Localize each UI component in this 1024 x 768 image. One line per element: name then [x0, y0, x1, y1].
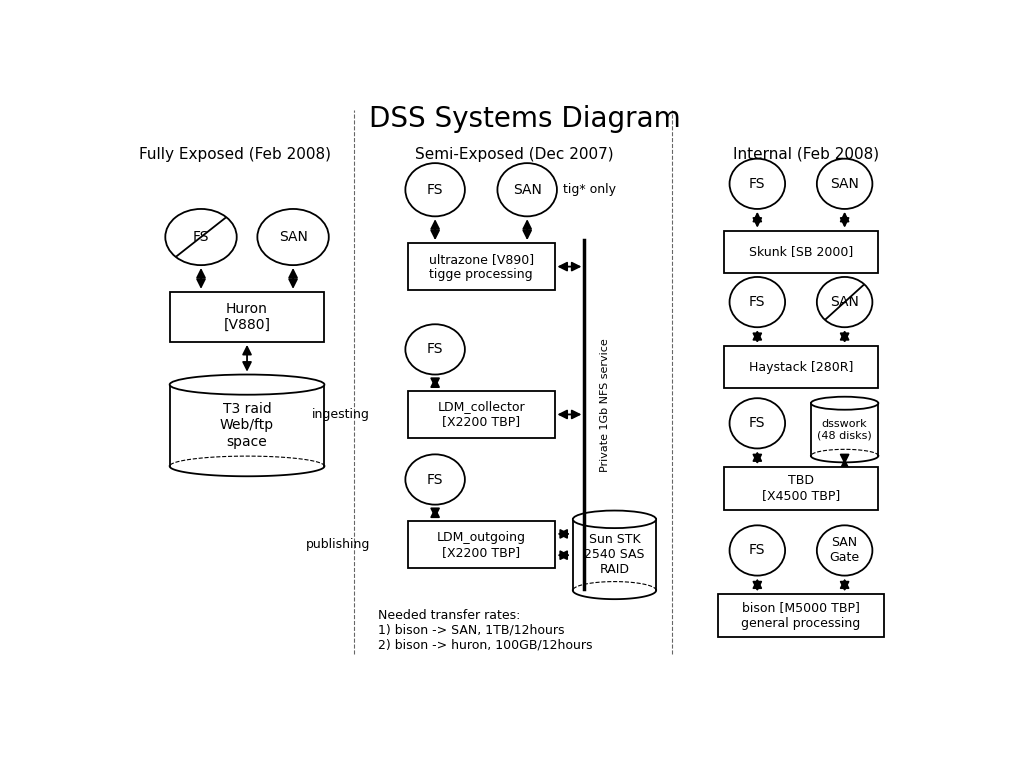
Text: Semi-Exposed (Dec 2007): Semi-Exposed (Dec 2007): [415, 147, 613, 162]
Ellipse shape: [170, 375, 325, 395]
Text: FS: FS: [427, 343, 443, 356]
Text: bison [M5000 TBP]
general processing: bison [M5000 TBP] general processing: [741, 601, 860, 630]
Bar: [724, 230, 879, 273]
Text: publishing: publishing: [306, 538, 370, 551]
Ellipse shape: [406, 324, 465, 375]
Ellipse shape: [572, 511, 656, 528]
Text: LDM_collector
[X2200 TBP]: LDM_collector [X2200 TBP]: [437, 400, 525, 429]
Ellipse shape: [729, 159, 785, 209]
Bar: [408, 243, 555, 290]
Bar: [724, 467, 879, 510]
Ellipse shape: [406, 455, 465, 505]
Ellipse shape: [817, 277, 872, 327]
Ellipse shape: [729, 525, 785, 575]
Text: DSS Systems Diagram: DSS Systems Diagram: [369, 104, 681, 133]
Text: Huron
[V880]: Huron [V880]: [223, 302, 270, 332]
Text: LDM_outgoing
[X2200 TBP]: LDM_outgoing [X2200 TBP]: [436, 531, 525, 558]
Ellipse shape: [165, 209, 237, 265]
Text: FS: FS: [750, 544, 766, 558]
Text: SAN: SAN: [830, 177, 859, 190]
Text: FS: FS: [750, 416, 766, 430]
Bar: [408, 391, 555, 438]
Text: Needed transfer rates:
1) bison -> SAN, 1TB/12hours
2) bison -> huron, 100GB/12h: Needed transfer rates: 1) bison -> SAN, …: [378, 609, 593, 652]
Bar: [408, 521, 555, 568]
Text: SAN
Gate: SAN Gate: [829, 537, 860, 564]
Bar: [572, 519, 656, 591]
Text: Sun STK
2540 SAS
RAID: Sun STK 2540 SAS RAID: [585, 533, 645, 576]
Bar: [170, 292, 325, 342]
Text: Skunk [SB 2000]: Skunk [SB 2000]: [749, 245, 853, 258]
Ellipse shape: [498, 163, 557, 217]
Text: FS: FS: [427, 183, 443, 197]
Bar: [170, 385, 325, 466]
Text: FS: FS: [750, 295, 766, 309]
Text: Internal (Feb 2008): Internal (Feb 2008): [733, 147, 880, 162]
Ellipse shape: [729, 398, 785, 449]
Text: TBD
[X4500 TBP]: TBD [X4500 TBP]: [762, 475, 840, 502]
Text: SAN: SAN: [279, 230, 307, 244]
Text: ultrazone [V890]
tigge processing: ultrazone [V890] tigge processing: [429, 253, 534, 280]
Text: SAN: SAN: [830, 295, 859, 309]
Text: SAN: SAN: [513, 183, 542, 197]
Text: Haystack [280R]: Haystack [280R]: [749, 361, 853, 374]
Ellipse shape: [817, 159, 872, 209]
Text: Private 1Gb NFS service: Private 1Gb NFS service: [600, 339, 610, 472]
Bar: [724, 346, 879, 389]
Ellipse shape: [257, 209, 329, 265]
Text: FS: FS: [750, 177, 766, 190]
Ellipse shape: [811, 397, 879, 409]
Text: ingesting: ingesting: [312, 408, 370, 421]
Text: dsswork
(48 disks): dsswork (48 disks): [817, 419, 872, 440]
Ellipse shape: [817, 525, 872, 575]
Bar: [718, 594, 885, 637]
Ellipse shape: [406, 163, 465, 217]
Text: Fully Exposed (Feb 2008): Fully Exposed (Feb 2008): [139, 147, 331, 162]
Text: T3 raid
Web/ftp
space: T3 raid Web/ftp space: [220, 402, 274, 449]
Bar: [811, 403, 879, 456]
Ellipse shape: [729, 277, 785, 327]
Text: tig* only: tig* only: [563, 184, 615, 197]
Text: FS: FS: [193, 230, 209, 244]
Text: FS: FS: [427, 472, 443, 486]
